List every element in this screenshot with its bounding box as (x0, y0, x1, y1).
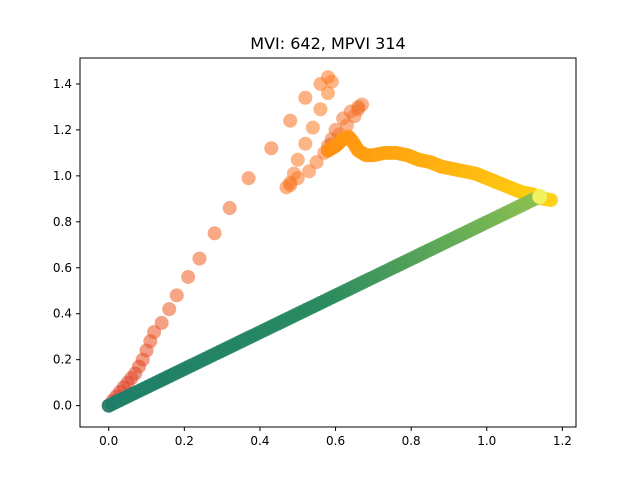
data-point (264, 141, 279, 156)
series-3 (101, 189, 547, 413)
data-point (283, 113, 298, 128)
y-tick-label: 0.8 (53, 215, 72, 229)
x-tick-label: 0.2 (175, 434, 194, 448)
data-point (207, 226, 222, 241)
plot-frame (79, 57, 577, 428)
data-point (544, 192, 559, 207)
data-point (298, 90, 313, 105)
x-tick-label: 1.0 (477, 434, 496, 448)
y-tick-label: 1.0 (53, 169, 72, 183)
data-point (290, 171, 305, 186)
series-2 (321, 129, 559, 207)
x-tick-label: 0.4 (250, 434, 269, 448)
x-tick-label: 0.8 (402, 434, 421, 448)
x-tick-label: 0.6 (326, 434, 345, 448)
data-point (181, 269, 196, 284)
y-tick-label: 1.4 (53, 77, 72, 91)
y-tick-label: 0.0 (53, 399, 72, 413)
y-axis: 0.0 0.2 0.4 0.6 0.8 1.0 1.2 1.4 (53, 77, 80, 413)
data-point (336, 111, 351, 126)
data-point (192, 251, 207, 266)
x-tick-label: 0.0 (99, 434, 118, 448)
series-1 (101, 70, 370, 413)
data-point (298, 136, 313, 151)
y-tick-label: 1.2 (53, 123, 72, 137)
x-tick-label: 1.2 (553, 434, 572, 448)
data-point (169, 288, 184, 303)
data-point (313, 102, 328, 117)
highlight-point (532, 189, 548, 205)
data-point (324, 74, 339, 89)
data-marks (101, 70, 559, 413)
y-tick-label: 0.2 (53, 353, 72, 367)
data-point (321, 86, 335, 101)
data-point (154, 315, 169, 330)
y-tick-label: 0.4 (53, 307, 72, 321)
data-point (290, 152, 305, 167)
data-point (241, 171, 256, 186)
data-point (305, 120, 320, 135)
x-axis: 0.0 0.2 0.4 0.6 0.8 1.0 1.2 (99, 427, 572, 448)
data-point (162, 302, 177, 317)
data-point (222, 201, 237, 216)
y-tick-label: 0.6 (53, 261, 72, 275)
chart-title: MVI: 642, MPVI 314 (250, 34, 405, 53)
